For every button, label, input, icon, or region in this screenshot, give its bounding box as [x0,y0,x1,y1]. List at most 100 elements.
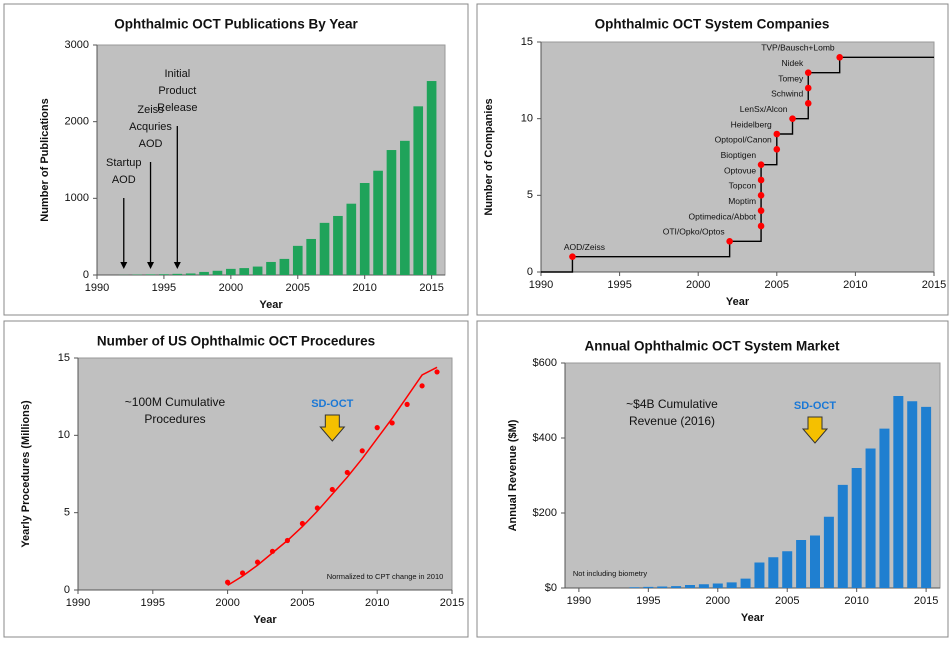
y-tick-label: $600 [533,357,557,369]
point [758,177,765,184]
point [255,560,260,565]
point [836,54,843,61]
bar [671,586,681,588]
annotation: Product [158,85,196,97]
point-label: Bioptigen [721,150,757,160]
y-axis-label: Number of Companies [483,98,495,215]
y-tick-label: 3000 [65,39,89,51]
point [805,100,812,107]
point [345,470,350,475]
point [390,420,395,425]
x-tick-label: 2000 [219,282,243,294]
point-label: Tomey [778,73,804,83]
annotation: ~$4B Cumulative [626,397,718,411]
point [774,146,781,153]
point [434,369,439,374]
x-tick-label: 2000 [706,595,730,607]
y-tick-label: 15 [521,36,533,48]
y-tick-label: 15 [58,352,70,364]
bar [657,587,667,589]
chart-title: Ophthalmic OCT System Companies [595,17,830,32]
point [300,521,305,526]
point [285,538,290,543]
y-tick-label: 0 [64,584,70,596]
x-tick-label: 2015 [419,282,443,294]
point [270,549,275,554]
x-tick-label: 2010 [843,279,867,291]
bar [427,81,437,275]
x-axis-label: Year [741,612,765,624]
x-tick-label: 1990 [567,595,591,607]
y-tick-label: 0 [83,269,89,281]
point-label: LenSx/Alcon [740,104,788,114]
annotation: Startup [106,157,141,169]
y-tick-label: 2000 [65,116,89,128]
x-tick-label: 1995 [152,282,176,294]
point [240,570,245,575]
point [360,448,365,453]
annotation: AOD [112,174,136,186]
point [330,487,335,492]
bar [226,269,236,275]
bar [213,271,223,275]
y-tick-label: 5 [527,189,533,201]
x-tick-label: 1995 [141,597,165,609]
bar [306,239,316,275]
point-label: Optopol/Canon [715,135,772,145]
bar [782,551,792,588]
x-tick-label: 1990 [85,282,109,294]
point [789,115,796,122]
chart-title: Ophthalmic OCT Publications By Year [114,17,358,32]
bar [893,396,903,588]
y-axis-label: Annual Revenue ($M) [507,419,519,531]
callout-label: SD-OCT [794,400,836,412]
annotation: Revenue (2016) [629,414,715,428]
point [805,85,812,92]
x-tick-label: 1990 [529,279,553,291]
bar [768,557,778,588]
y-axis-label: Yearly Procedures (Millions) [20,400,32,548]
x-axis-label: Year [259,299,283,311]
y-tick-label: 10 [521,113,533,125]
callout-label: SD-OCT [311,398,353,410]
point [315,505,320,510]
x-tick-label: 2015 [922,279,946,291]
bar [172,274,182,275]
y-tick-label: 5 [64,507,70,519]
x-axis-label: Year [253,614,277,626]
point-label: Heidelberg [731,119,772,129]
bar [387,150,397,275]
bar [699,584,709,588]
x-tick-label: 2005 [775,595,799,607]
bar [199,272,209,275]
bar [754,563,764,589]
chart-title: Number of US Ophthalmic OCT Procedures [97,334,375,349]
point [405,402,410,407]
x-tick-label: 1990 [66,597,90,609]
bar [413,106,423,275]
bar [796,540,806,588]
x-tick-label: 1995 [607,279,631,291]
bar [643,587,653,588]
bar [253,267,263,275]
x-axis-label: Year [726,296,750,308]
annotation: Acquries [129,121,172,133]
point-label: Topcon [729,181,757,191]
point [774,131,781,138]
x-tick-label: 1995 [636,595,660,607]
bar [146,274,156,275]
bar [741,579,751,588]
point [758,207,765,214]
annotation: Procedures [144,412,205,426]
point [419,383,424,388]
x-tick-label: 2000 [686,279,710,291]
x-tick-label: 2015 [914,595,938,607]
note: Not including biometry [573,569,647,578]
x-tick-label: 2005 [286,282,310,294]
bar [373,171,383,275]
point [225,580,230,585]
bar [824,517,834,588]
bar [346,204,356,275]
y-tick-label: 10 [58,429,70,441]
